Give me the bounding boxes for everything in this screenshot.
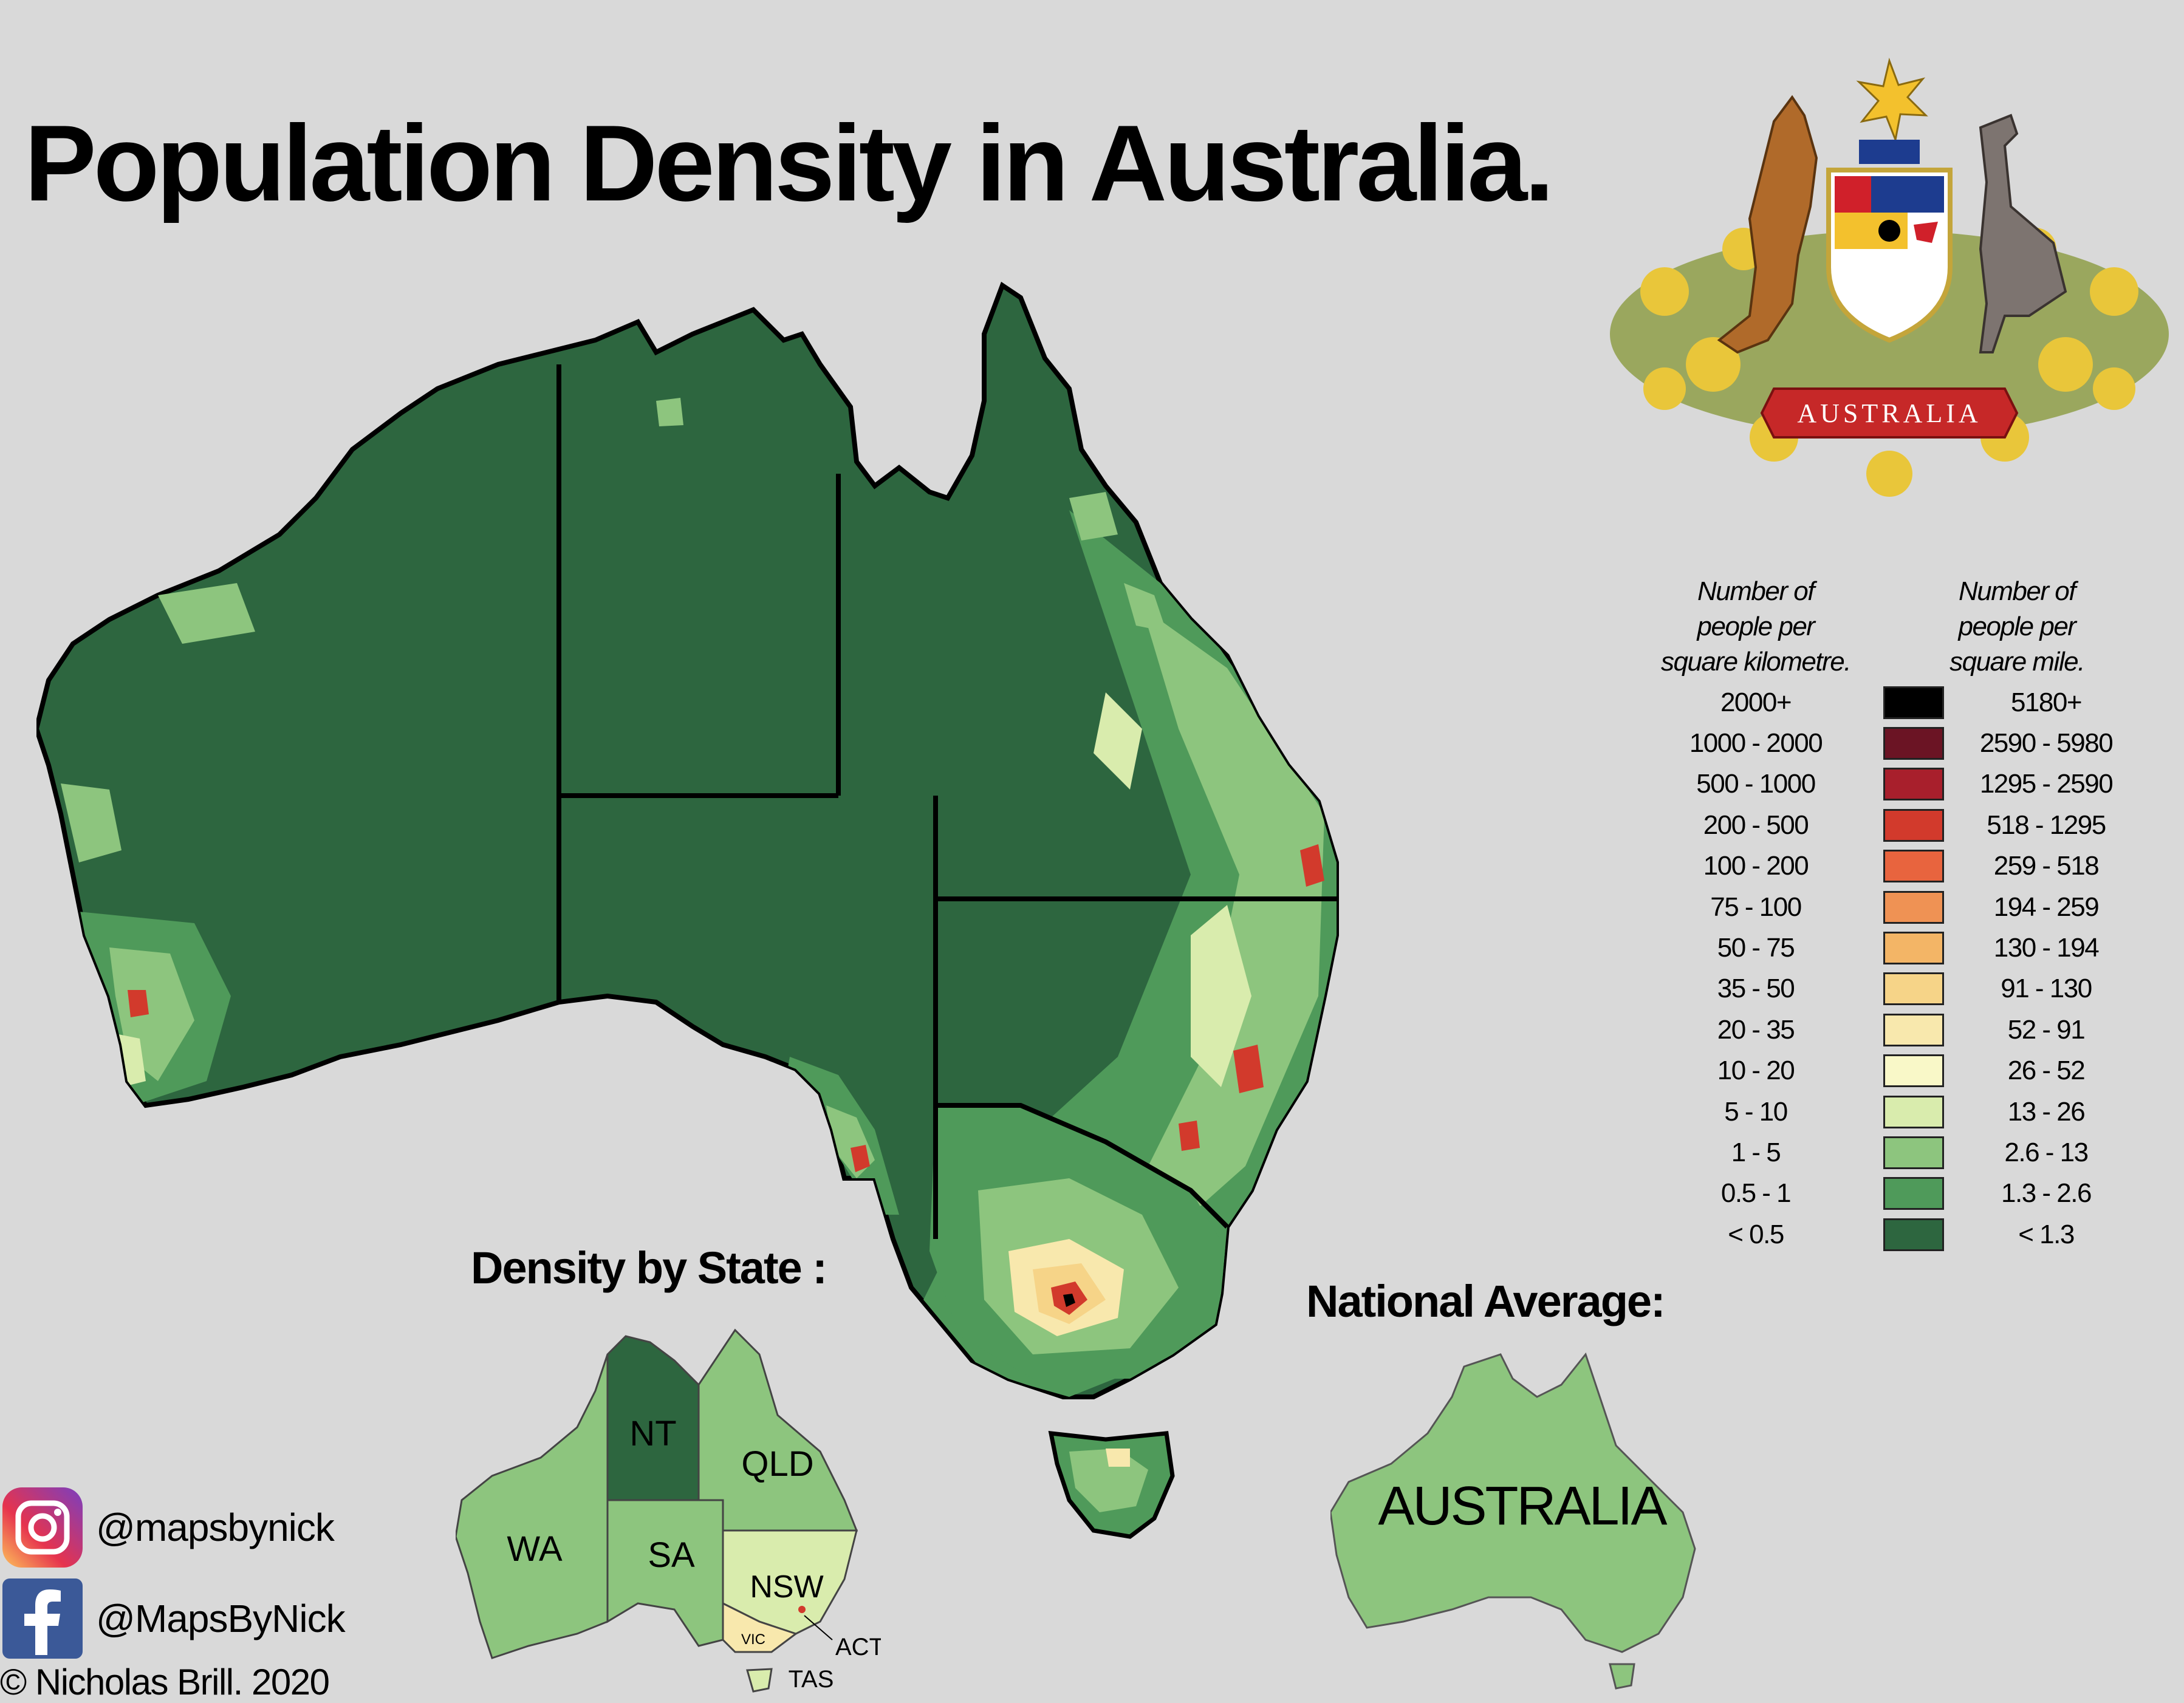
legend-row: 75 - 100 194 - 259	[1640, 887, 2143, 927]
facebook-handle: @MapsByNick	[96, 1597, 346, 1640]
density-by-state-map: WA NT SA QLD NSW VIC TAS ACT	[456, 1328, 881, 1693]
legend-mi-range: 1295 - 2590	[1979, 769, 2114, 799]
star-icon	[1856, 57, 1928, 143]
legend-swatch	[1883, 768, 1944, 801]
legend-mi-range: 26 - 52	[2007, 1056, 2086, 1086]
legend-row: 2000+ 5180+	[1640, 682, 2143, 723]
coat-of-arms: AUSTRALIA	[1610, 57, 2169, 497]
legend-km-range: 200 - 500	[1703, 810, 1809, 840]
state-borders	[556, 364, 1337, 1239]
emu-icon	[1979, 114, 2067, 353]
density-patches	[61, 398, 1337, 1397]
legend-mi-range: 194 - 259	[1993, 892, 2100, 922]
state-label-act: ACT	[835, 1634, 881, 1660]
legend-header-mi: Number of people per square mile.	[1950, 576, 2085, 677]
instagram-handle: @mapsbynick	[96, 1506, 335, 1549]
copyright-credit: © Nicholas Brill. 2020	[0, 1662, 330, 1702]
legend-swatch	[1883, 686, 1944, 719]
density-by-state-title: Density by State :	[471, 1243, 827, 1293]
legend-rows: 2000+ 5180+ 1000 - 2000 2590 - 5980 500 - 10…	[1640, 682, 2143, 1255]
instagram-handle-row: @mapsbynick	[0, 1485, 335, 1570]
legend-row: 200 - 500 518 - 1295	[1640, 805, 2143, 845]
legend-swatch	[1883, 1095, 1944, 1128]
legend-row: 500 - 1000 1295 - 2590	[1640, 764, 2143, 805]
legend-mi-range: 2.6 - 13	[2004, 1137, 2089, 1167]
legend-km-range: 2000+	[1720, 687, 1792, 717]
legend-row: 1000 - 2000 2590 - 5980	[1640, 723, 2143, 763]
legend-km-range: 0.5 - 1	[1720, 1178, 1792, 1209]
state-label-tas: TAS	[789, 1666, 834, 1693]
legend-km-range: 50 - 75	[1717, 933, 1795, 963]
legend-km-range: 10 - 20	[1717, 1056, 1795, 1086]
legend-km-range: 75 - 100	[1710, 892, 1802, 922]
state-label-sa: SA	[648, 1535, 695, 1575]
state-label-qld: QLD	[741, 1444, 813, 1484]
legend-row: 5 - 10 13 - 26	[1640, 1091, 2143, 1132]
legend-mi-range: 130 - 194	[1993, 933, 2100, 963]
facebook-handle-row: @MapsByNick	[0, 1576, 346, 1661]
legend-km-range: 100 - 200	[1703, 851, 1809, 881]
national-average-title: National Average:	[1306, 1276, 1666, 1326]
legend-row: 0.5 - 1 1.3 - 2.6	[1640, 1173, 2143, 1214]
legend-km-range: 1000 - 2000	[1689, 728, 1823, 759]
legend-header-km: Number of people per square kilometre.	[1661, 576, 1851, 677]
national-average-map: AUSTRALIA	[1330, 1352, 1696, 1690]
legend-row: 50 - 75 130 - 194	[1640, 927, 2143, 968]
legend-swatch	[1883, 1136, 1944, 1169]
legend-swatch	[1883, 932, 1944, 965]
legend-swatch	[1883, 972, 1944, 1006]
legend-km-range: < 0.5	[1728, 1219, 1784, 1249]
instagram-icon	[2, 1487, 83, 1568]
legend-swatch	[1883, 1177, 1944, 1210]
legend-row: 1 - 5 2.6 - 13	[1640, 1132, 2143, 1173]
legend-swatch	[1883, 1054, 1944, 1088]
state-tas	[746, 1668, 773, 1693]
legend-km-range: 5 - 10	[1724, 1096, 1788, 1127]
legend-mi-range: 1.3 - 2.6	[2001, 1178, 2092, 1209]
main-density-map	[36, 281, 1339, 1539]
legend-mi-range: 52 - 91	[2007, 1014, 2086, 1045]
legend-row: < 0.5 < 1.3	[1640, 1214, 2143, 1255]
state-label-vic: VIC	[741, 1631, 765, 1648]
state-label-nsw: NSW	[750, 1569, 823, 1605]
legend-swatch	[1883, 850, 1944, 883]
legend-row: 100 - 200 259 - 518	[1640, 846, 2143, 887]
state-qld	[697, 1328, 858, 1532]
map-title: Population Density in Australia.	[24, 103, 1555, 224]
state-label-wa: WA	[507, 1529, 563, 1569]
legend-km-range: 20 - 35	[1717, 1014, 1795, 1045]
state-wa	[456, 1354, 609, 1659]
legend-mi-range: 91 - 130	[2001, 974, 2092, 1004]
motto-text: AUSTRALIA	[1797, 398, 1981, 428]
legend-mi-range: 259 - 518	[1993, 851, 2100, 881]
legend-swatch	[1883, 1218, 1944, 1251]
legend-swatch	[1883, 1013, 1944, 1046]
legend-mi-range: 2590 - 5980	[1979, 728, 2114, 759]
motto-scroll	[1760, 387, 2019, 439]
legend-km-range: 1 - 5	[1731, 1137, 1781, 1167]
legend-mi-range: 518 - 1295	[1987, 810, 2106, 840]
legend-km-range: 35 - 50	[1717, 974, 1795, 1004]
legend-mi-range: 13 - 26	[2007, 1096, 2086, 1127]
national-australia-shape	[1330, 1352, 1696, 1653]
national-average-label: AUSTRALIA	[1378, 1476, 1667, 1537]
facebook-icon	[2, 1578, 83, 1659]
legend-mi-range: < 1.3	[2018, 1219, 2075, 1249]
legend-row: 10 - 20 26 - 52	[1640, 1051, 2143, 1091]
state-label-nt: NT	[629, 1414, 676, 1453]
state-act	[798, 1606, 806, 1613]
state-vic	[722, 1602, 798, 1653]
legend-mi-range: 5180+	[2010, 687, 2083, 717]
legend-swatch	[1883, 890, 1944, 924]
legend-swatch	[1883, 727, 1944, 760]
legend: Number of people per square kilometre. N…	[1640, 574, 2151, 1266]
legend-km-range: 500 - 1000	[1696, 769, 1816, 799]
legend-row: 35 - 50 91 - 130	[1640, 969, 2143, 1009]
legend-row: 20 - 35 52 - 91	[1640, 1009, 2143, 1050]
legend-swatch	[1883, 808, 1944, 842]
kangaroo-icon	[1717, 95, 1818, 354]
